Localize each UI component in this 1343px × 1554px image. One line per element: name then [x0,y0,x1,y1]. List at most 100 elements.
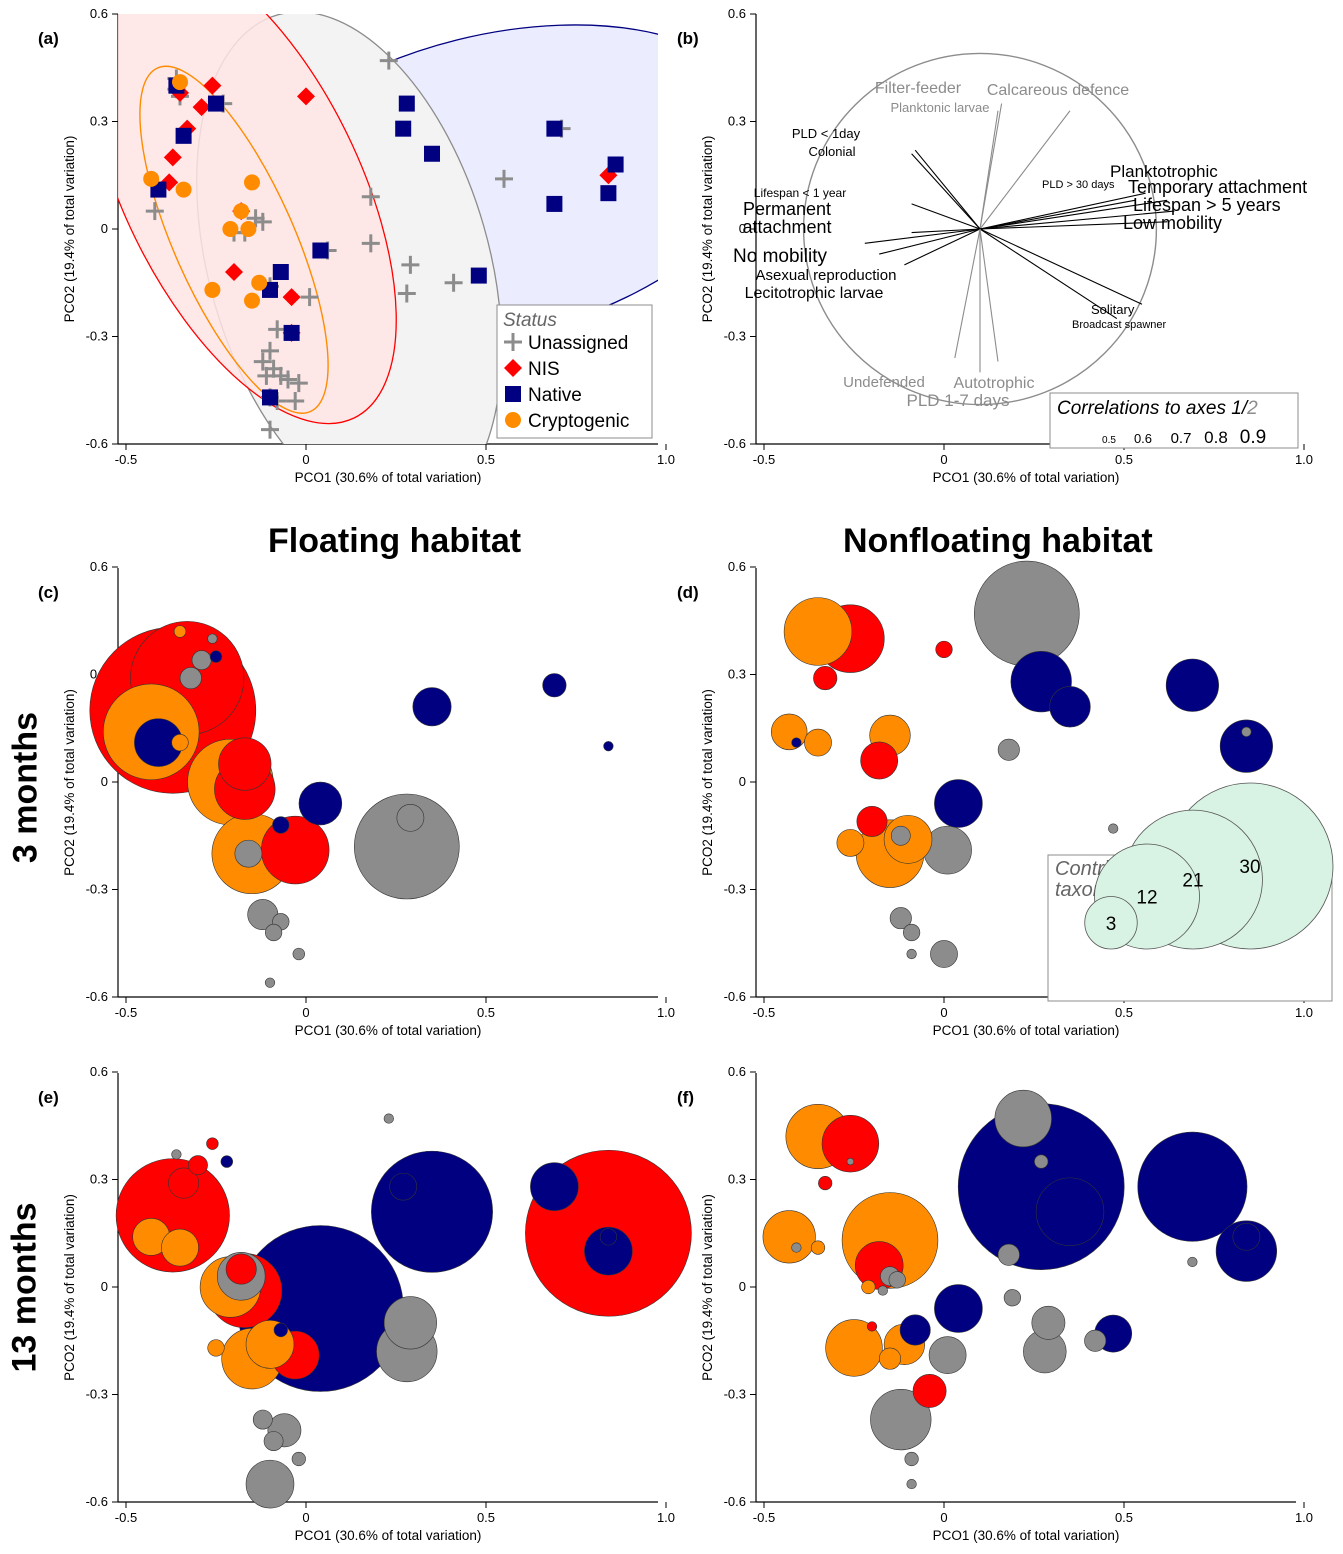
bubble-key-circle [1084,896,1138,950]
row-label-13-months: 13 months [5,1202,44,1373]
panel-label: (b) [677,29,699,48]
bubble-unassigned [191,650,212,671]
point-native [470,267,487,284]
bubble-cryptogenic [171,733,189,752]
point-native [262,389,278,406]
point-native [283,324,300,341]
y-tick-label: 0.6 [90,1064,108,1079]
x-tick-label: 0.5 [1115,452,1133,467]
point-cryptogenic [244,174,260,191]
bubble-nis [860,741,899,780]
panel-label: (f) [677,1088,694,1107]
bubble-unassigned [904,1451,919,1467]
bubble-native [371,1150,493,1273]
bubble-nis [225,1253,257,1285]
bubble-native [220,1155,233,1168]
x-tick-label: -0.5 [753,452,775,467]
y-tick-label: 0 [101,221,108,236]
point-native [600,185,617,202]
legend-entry: Native [528,385,582,406]
bubble-native [791,737,802,748]
y-tick-label: -0.3 [724,1387,746,1402]
correlation-key-label: 0.6 [1134,431,1152,446]
point-nis [192,98,211,117]
bubble-nis [261,815,330,885]
correlation-key-label: 0.9 [1240,427,1266,448]
x-tick-label: 0.5 [477,1510,495,1525]
point-nis [203,76,222,95]
x-tick-label: 0 [302,1510,309,1525]
y-tick-label: 0.3 [90,1172,108,1187]
panel-label: (d) [677,583,699,602]
x-tick-label: 1.0 [1295,1005,1313,1020]
bubble-unassigned [291,1451,306,1467]
x-tick-label: 0.5 [477,1005,495,1020]
y-tick-label: 0.6 [728,6,746,21]
y-tick-label: -0.3 [86,1387,108,1402]
bubble-unassigned [930,940,958,968]
vector-line [979,199,1168,230]
x-tick-label: 1.0 [657,1510,675,1525]
y-tick-label: -0.6 [724,1494,746,1509]
bubble-key-label: 21 [1182,871,1203,892]
bubble-cryptogenic [836,829,865,857]
correlation-circle [802,52,1158,406]
x-tick-label: 1.0 [657,452,675,467]
y-tick-label: 0.6 [90,6,108,21]
vector-label: PLD 1-7 days [907,391,1010,410]
x-tick-label: -0.5 [115,1510,137,1525]
point-native [424,145,440,162]
x-tick-label: -0.5 [115,1005,137,1020]
bubble-unassigned [263,1431,284,1451]
panel-b: -0.5 0 0.5 1.0 -0.6 -0.3 0 0.3 0.6 PCO1 (30.6% of… [677,6,1313,485]
bubble-native [298,781,343,826]
point-nis [225,263,243,281]
bubble-native [530,1162,579,1211]
point-nis [504,359,522,377]
vector-label: Planktotrophic [1110,162,1218,181]
x-tick-label: 1.0 [1295,452,1313,467]
x-tick-label: 0 [940,1510,947,1525]
point-native [398,95,415,112]
bubble-unassigned [1241,726,1252,737]
vector-label-line: Permanent [743,199,831,219]
bubble-native [389,1172,418,1201]
bubble-nis [821,1115,880,1173]
vector-label-line: attachment [742,217,831,237]
x-tick-label: -0.5 [115,452,137,467]
vector-label: Planktonic larvae [891,100,990,115]
x-axis-label: PCO1 (30.6% of total variation) [933,1023,1120,1038]
vector-label: Colonial [809,144,856,159]
y-tick-label: 0 [101,1279,108,1294]
point-native [208,95,224,112]
bubble-native [934,779,983,828]
x-tick-label: 0.5 [1115,1005,1133,1020]
x-tick-label: -0.5 [753,1005,775,1020]
bubble-unassigned [997,738,1020,761]
x-axis-label: PCO1 (30.6% of total variation) [295,1528,482,1543]
panel-label: (a) [38,29,59,48]
point-native [505,386,521,402]
y-tick-label: 0 [739,221,746,236]
panel-f: -0.5 0 0.5 1.0 -0.6 -0.3 0 0.3 0.6 PCO1 (30.6% of… [677,1064,1313,1543]
bubble-unassigned [171,1149,182,1160]
point-native [607,156,624,173]
correlation-key-title-main: Correlations to axes 1/ [1057,398,1249,419]
y-tick-label: 0 [101,774,108,789]
bubble-unassigned [906,948,917,960]
row-label-3-months: 3 months [6,711,45,864]
vector-label: Permanent attachment [742,199,831,237]
point-nis [282,288,301,307]
panel-label: (e) [38,1088,59,1107]
y-tick-label: 0.6 [728,1064,746,1079]
bubble-unassigned [997,1243,1020,1266]
y-tick-label: -0.3 [724,882,746,897]
vector-line [979,110,999,230]
bubble-nis [866,1321,878,1332]
bubble-nis [813,666,838,691]
bubble-cryptogenic [762,1210,816,1264]
bubble-native [273,1322,288,1338]
bubble-key: Contribution to within-grouptaxonomic co… [1047,782,1334,1002]
y-tick-label: -0.6 [724,436,746,451]
